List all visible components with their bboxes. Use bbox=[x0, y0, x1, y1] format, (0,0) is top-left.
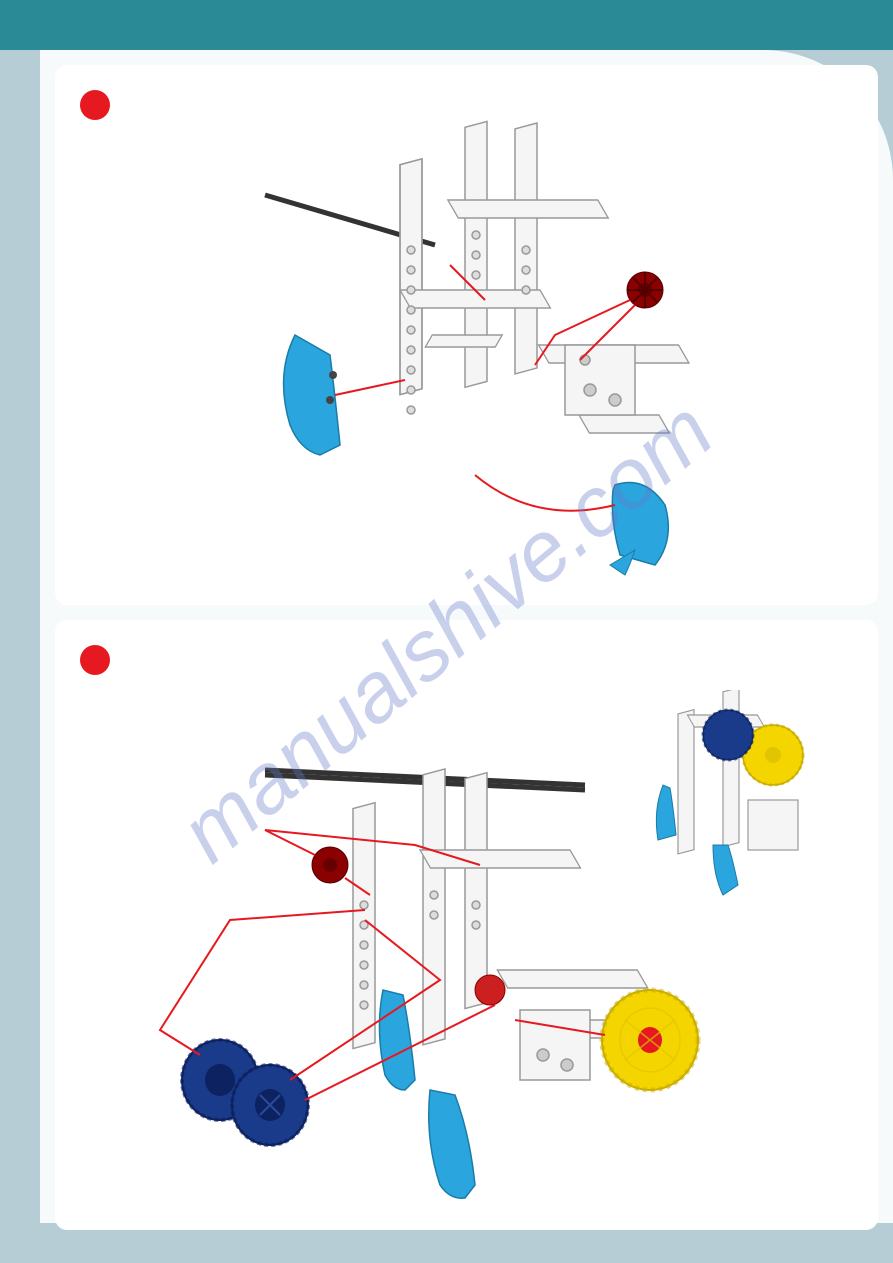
step-panel-1 bbox=[55, 65, 878, 605]
small-red-gear bbox=[627, 272, 663, 308]
small-red-gear-top bbox=[312, 847, 348, 883]
motor-block-2 bbox=[520, 1010, 590, 1080]
step-indicator-dot bbox=[80, 90, 110, 120]
blue-panel-left-2 bbox=[379, 990, 415, 1090]
blue-panel-right-2 bbox=[429, 1090, 475, 1198]
blue-wheel-2 bbox=[232, 1065, 308, 1145]
blue-panel-right bbox=[610, 483, 668, 576]
red-gear-middle bbox=[475, 975, 505, 1005]
header-bar bbox=[0, 0, 893, 50]
content-area bbox=[40, 50, 893, 1223]
yellow-gear bbox=[602, 990, 698, 1090]
assembly-diagram-1 bbox=[175, 105, 775, 585]
step-indicator-dot bbox=[80, 645, 110, 675]
assembly-diagram-2 bbox=[105, 720, 745, 1220]
blue-panel-left bbox=[284, 335, 340, 455]
step-panel-2 bbox=[55, 620, 878, 1230]
